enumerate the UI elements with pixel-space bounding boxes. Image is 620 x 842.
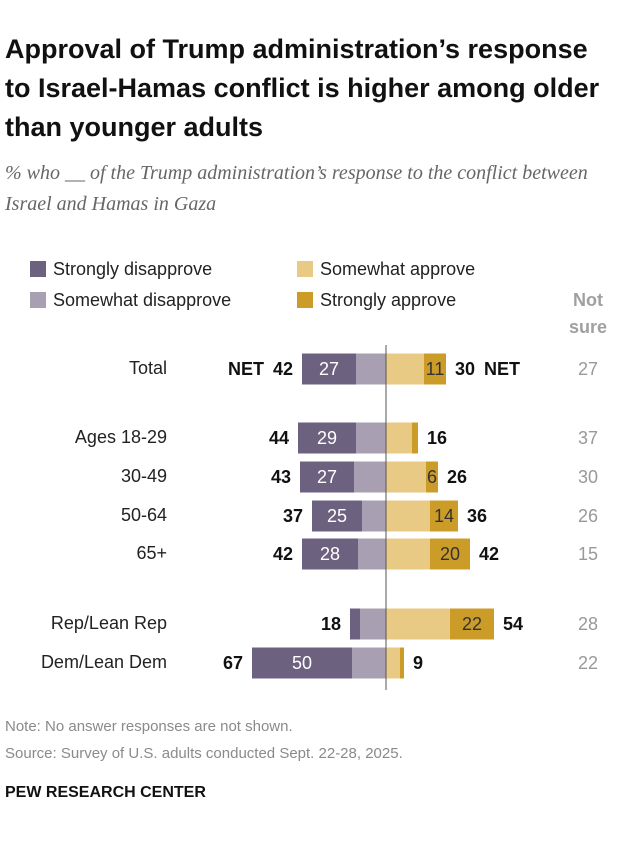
- bar-segment: [298, 422, 356, 454]
- legend-label: Strongly disapprove: [53, 259, 212, 279]
- legend-swatch: [297, 261, 313, 277]
- net-approve: 42: [479, 544, 499, 564]
- bar-segment: [302, 538, 358, 570]
- bar-segment: [312, 500, 362, 532]
- bar-segment: [400, 647, 404, 679]
- bar-segment: [362, 500, 386, 532]
- value-label: 28: [320, 544, 340, 564]
- bar-segment: [386, 461, 426, 493]
- bar-segment: [412, 422, 418, 454]
- value-label: 29: [317, 428, 337, 448]
- not-sure-header: Not sure: [569, 290, 607, 337]
- net-disapprove: 44: [269, 428, 289, 448]
- chart-title: Approval of Trump administration’s respo…: [5, 34, 600, 142]
- bar-segment: [450, 608, 494, 640]
- legend-swatch: [297, 292, 313, 308]
- bar-segment: [302, 353, 356, 385]
- legend-label: Somewhat approve: [320, 259, 475, 279]
- category-label: Dem/Lean Dem: [41, 652, 167, 672]
- net-approve: 26: [447, 467, 467, 487]
- category-label: 30-49: [121, 466, 167, 486]
- not-sure-word: Not: [573, 290, 603, 310]
- credit: PEW RESEARCH CENTER: [5, 784, 206, 801]
- not-sure-value: 22: [578, 653, 598, 673]
- bar-segment: [386, 538, 430, 570]
- bar-segment: [252, 647, 352, 679]
- net-approve: 16: [427, 428, 447, 448]
- legend-swatch: [30, 292, 46, 308]
- net-label: NET: [228, 359, 264, 379]
- category-label: 50-64: [121, 505, 167, 525]
- category-label: Total: [129, 358, 167, 378]
- net-disapprove: 43: [271, 467, 291, 487]
- legend-label: Strongly approve: [320, 290, 456, 310]
- bar-segment: [354, 461, 386, 493]
- value-label: 20: [440, 544, 460, 564]
- value-label: 14: [434, 506, 454, 526]
- not-sure-word: sure: [569, 317, 607, 337]
- bar-segment: [386, 353, 424, 385]
- category-label: 65+: [136, 543, 167, 563]
- bar-segment: [426, 461, 438, 493]
- net-label: NET: [484, 359, 520, 379]
- net-approve: 54: [503, 614, 523, 634]
- value-label: 27: [317, 467, 337, 487]
- bar-segment: [360, 608, 386, 640]
- bar-segment: [350, 608, 360, 640]
- value-label: 50: [292, 653, 312, 673]
- bar-segment: [386, 500, 430, 532]
- net-disapprove: 67: [223, 653, 243, 673]
- value-label: 22: [462, 614, 482, 634]
- net-approve: 36: [467, 506, 487, 526]
- not-sure-value: 28: [578, 614, 598, 634]
- not-sure-value: 37: [578, 428, 598, 448]
- note: Note: No answer responses are not shown.: [5, 718, 293, 735]
- value-label: 6: [427, 467, 437, 487]
- not-sure-value: 27: [578, 359, 598, 379]
- net-approve: 30: [455, 359, 475, 379]
- not-sure-value: 15: [578, 544, 598, 564]
- net-disapprove: 42: [273, 359, 293, 379]
- bar-segment: [430, 538, 470, 570]
- bar-segment: [356, 353, 386, 385]
- value-label: 27: [319, 359, 339, 379]
- value-label: 25: [327, 506, 347, 526]
- bar-segment: [430, 500, 458, 532]
- source: Source: Survey of U.S. adults conducted …: [5, 745, 403, 762]
- bar-segment: [300, 461, 354, 493]
- category-label: Ages 18-29: [75, 427, 167, 447]
- value-label: 11: [426, 359, 445, 379]
- net-disapprove: 18: [321, 614, 341, 634]
- net-disapprove: 37: [283, 506, 303, 526]
- net-approve: 9: [413, 653, 423, 673]
- legend-swatch: [30, 261, 46, 277]
- not-sure-value: 30: [578, 467, 598, 487]
- bar-segment: [358, 538, 386, 570]
- bar-segment: [386, 608, 450, 640]
- bar-segment: [424, 353, 446, 385]
- category-label: Rep/Lean Rep: [51, 613, 167, 633]
- bar-segment: [386, 422, 412, 454]
- bar-segment: [352, 647, 386, 679]
- chart-subtitle: % who __ of the Trump administration’s r…: [5, 162, 588, 215]
- bar-segment: [356, 422, 386, 454]
- net-disapprove: 42: [273, 544, 293, 564]
- bar-segment: [386, 647, 400, 679]
- not-sure-value: 26: [578, 506, 598, 526]
- legend-label: Somewhat disapprove: [53, 290, 231, 310]
